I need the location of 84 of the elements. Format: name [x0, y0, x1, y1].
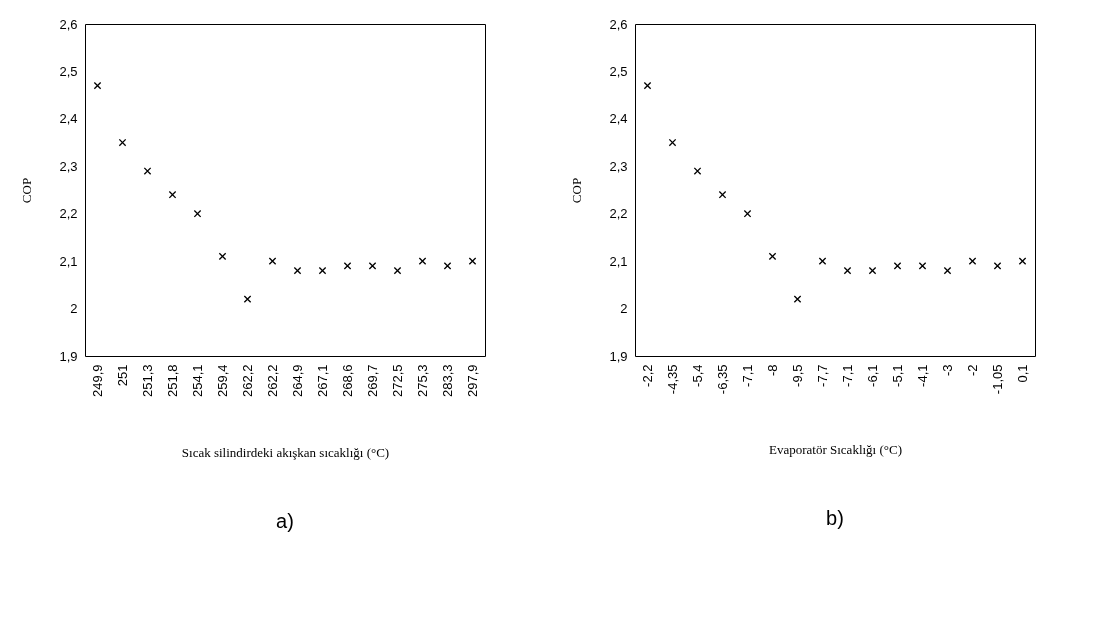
- x-tick-label: 0,1: [1015, 364, 1030, 383]
- point: [93, 81, 102, 90]
- point: [893, 262, 902, 270]
- y-tick-label: 2,5: [59, 63, 78, 79]
- x-tick-label: -9,5: [790, 364, 805, 387]
- x-tick-label: 268,6: [340, 364, 355, 398]
- point: [343, 262, 352, 270]
- y-tick-label: 2: [70, 301, 78, 317]
- x-tick-label: -2: [965, 364, 980, 377]
- point: [768, 252, 777, 261]
- point: [218, 252, 227, 261]
- point: [793, 295, 802, 303]
- y-axis-title: COP: [19, 177, 35, 204]
- point: [318, 266, 327, 275]
- x-tick-label: -6,1: [865, 364, 880, 387]
- point: [693, 167, 702, 175]
- x-tick-label: 262,2: [265, 364, 280, 398]
- x-tick-label: -2,2: [640, 364, 655, 387]
- x-tick-label: 283,3: [440, 364, 455, 398]
- text: a): [276, 509, 294, 532]
- point: [468, 257, 477, 265]
- point: [418, 257, 427, 265]
- y-tick-label: 2,5: [609, 63, 628, 79]
- x-tick-label: -5,4: [690, 364, 705, 387]
- point: [368, 262, 377, 270]
- point: [393, 266, 402, 275]
- x-tick-label: 297,9: [465, 364, 480, 398]
- y-tick-label: 1,9: [609, 348, 628, 364]
- point: [718, 190, 727, 199]
- point: [968, 257, 977, 265]
- point: [1018, 257, 1027, 265]
- x-tick-label: -7,1: [740, 364, 755, 387]
- y-tick-label: 2,1: [59, 253, 78, 269]
- x-tick-label: -4,1: [915, 364, 930, 387]
- y-tick-label: 2,4: [59, 111, 78, 127]
- point: [193, 209, 202, 218]
- point: [143, 167, 152, 175]
- x-tick-label: 249,9: [90, 364, 105, 398]
- y-tick-label: 2,3: [59, 158, 78, 174]
- y-tick-label: 2,3: [609, 158, 628, 174]
- y-tick-label: 2,6: [609, 16, 628, 32]
- y-tick-label: 2,2: [609, 206, 628, 222]
- y-tick-label: 2,6: [59, 16, 78, 32]
- x-axis-title: Sıcak silindirdeki akışkan sıcaklığı (°C): [181, 445, 390, 461]
- x-tick-label: 259,4: [215, 364, 230, 398]
- x-tick-label: 272,5: [390, 364, 405, 398]
- point: [993, 262, 1002, 270]
- y-tick-label: 1,9: [59, 348, 78, 364]
- point: [843, 266, 852, 275]
- x-tick-label: 269,7: [365, 364, 380, 398]
- point: [943, 266, 952, 275]
- x-tick-label: 275,3: [415, 364, 430, 398]
- point: [868, 266, 877, 275]
- y-tick-label: 2,1: [609, 253, 628, 269]
- point: [643, 81, 652, 90]
- x-tick-label: -7,7: [815, 364, 830, 387]
- x-tick-label: -8: [765, 364, 780, 377]
- point: [918, 262, 927, 270]
- point: [743, 209, 752, 218]
- x-tick-label: -1,05: [990, 364, 1005, 395]
- y-tick-label: 2,2: [59, 206, 78, 222]
- x-tick-label: 267,1: [315, 364, 330, 398]
- y-axis-title: COP: [569, 177, 585, 204]
- x-tick-label: -7,1: [840, 364, 855, 387]
- x-tick-label: 254,1: [190, 364, 205, 398]
- x-tick-label: 264,9: [290, 364, 305, 398]
- point: [293, 266, 302, 275]
- y-tick-label: 2: [620, 301, 628, 317]
- x-tick-label: -5,1: [890, 364, 905, 387]
- x-tick-label: 251,3: [140, 364, 155, 398]
- point: [243, 295, 252, 303]
- point: [818, 257, 827, 265]
- x-tick-label: 251: [115, 364, 130, 387]
- text: b): [826, 506, 844, 529]
- point: [268, 257, 277, 265]
- x-tick-label: -4,35: [665, 364, 680, 395]
- x-axis-title: Evaporatör Sıcaklığı (°C): [769, 442, 902, 458]
- y-tick-label: 2,4: [609, 111, 628, 127]
- x-tick-label: -3: [940, 364, 955, 377]
- point: [443, 262, 452, 270]
- x-tick-label: 251,8: [165, 364, 180, 398]
- point: [168, 190, 177, 199]
- x-tick-label: 262,2: [240, 364, 255, 398]
- x-tick-label: -6,35: [715, 364, 730, 395]
